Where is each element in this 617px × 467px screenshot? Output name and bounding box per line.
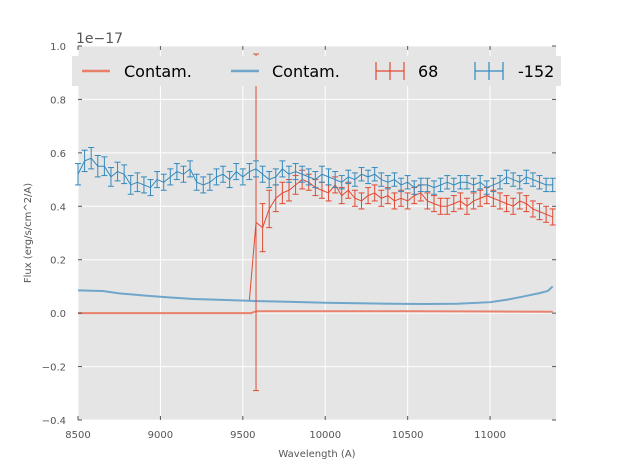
legend-label: -152 <box>518 62 554 81</box>
grid <box>77 45 556 421</box>
x-tick-label: 8500 <box>65 430 90 441</box>
x-axis-label: Wavelength (A) <box>278 449 355 460</box>
legend-entry: Contam. <box>231 62 340 81</box>
legend-label: Contam. <box>272 62 340 81</box>
legend-label: Contam. <box>124 62 192 81</box>
series-line-contam-2 <box>77 285 554 306</box>
y-tick-label: −0.2 <box>42 363 66 374</box>
y-tick-label: 0.6 <box>50 149 66 160</box>
y-offset-label: 1e−17 <box>76 31 123 47</box>
data-layer <box>75 53 556 392</box>
legend-entry: 68 <box>375 62 438 81</box>
plot-background <box>78 46 556 420</box>
x-tick-label: 9000 <box>148 430 173 441</box>
x-tick-label: 11000 <box>474 430 506 441</box>
y-tick-label: 0.4 <box>50 202 66 213</box>
y-tick-label: −0.4 <box>42 416 66 427</box>
y-tick-label: 0.0 <box>50 309 66 320</box>
series-line-contam-1 <box>78 310 553 315</box>
legend-label: 68 <box>418 62 438 81</box>
series-68 <box>248 53 556 392</box>
y-axis-label: Flux (erg/s/cm^2/A) <box>23 183 34 283</box>
legend-entry: Contam. <box>82 62 192 81</box>
x-tick-label: 10500 <box>392 430 424 441</box>
y-tick-label: 1.0 <box>50 42 66 53</box>
x-tick-label: 10000 <box>309 430 341 441</box>
legend-entry: -152 <box>474 62 554 81</box>
y-tick-label: 0.2 <box>50 256 66 267</box>
legend: Contam. Contam. 68 -152 <box>72 56 561 86</box>
series--152 <box>75 147 556 197</box>
x-tick-label: 9500 <box>230 430 255 441</box>
axes: 8500 9000 9500 10000 10500 11000 −0.4 −0.2 0.0 0.… <box>42 42 556 441</box>
y-tick-label: 0.8 <box>50 95 66 106</box>
